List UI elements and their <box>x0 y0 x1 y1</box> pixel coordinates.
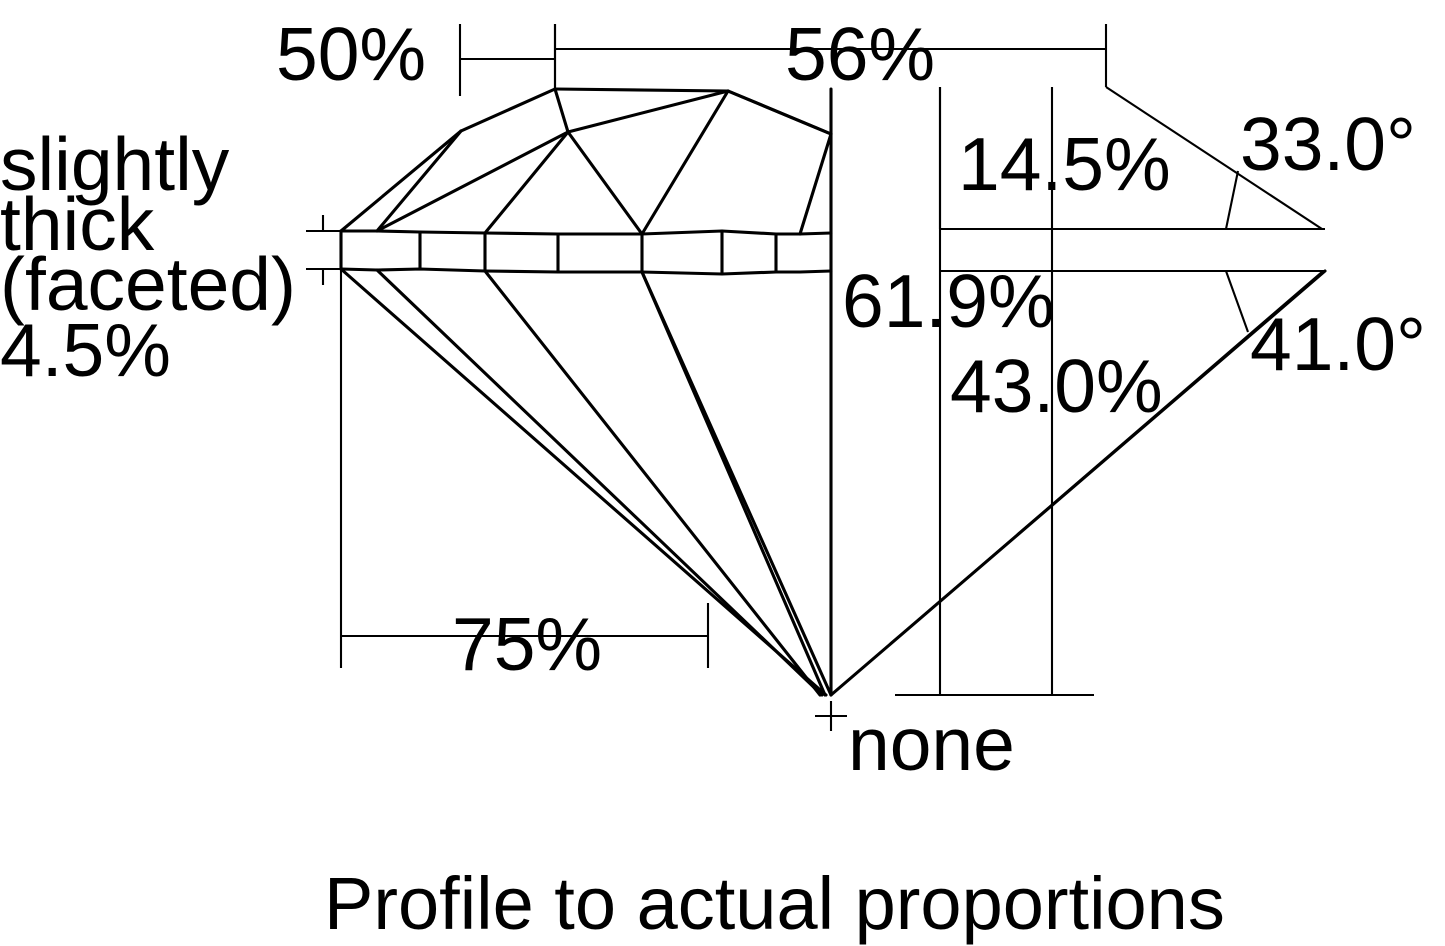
svg-text:none: none <box>848 702 1015 786</box>
svg-text:14.5%: 14.5% <box>958 122 1171 206</box>
svg-text:61.9%: 61.9% <box>842 259 1055 343</box>
svg-text:75%: 75% <box>452 602 602 686</box>
svg-text:41.0°: 41.0° <box>1250 302 1426 386</box>
svg-text:50%: 50% <box>276 12 426 96</box>
svg-text:Profile to actual proportions: Profile to actual proportions <box>324 862 1225 945</box>
svg-text:56%: 56% <box>785 12 935 96</box>
svg-text:4.5%: 4.5% <box>0 308 171 392</box>
svg-text:43.0%: 43.0% <box>950 344 1163 428</box>
svg-text:33.0°: 33.0° <box>1240 102 1416 186</box>
